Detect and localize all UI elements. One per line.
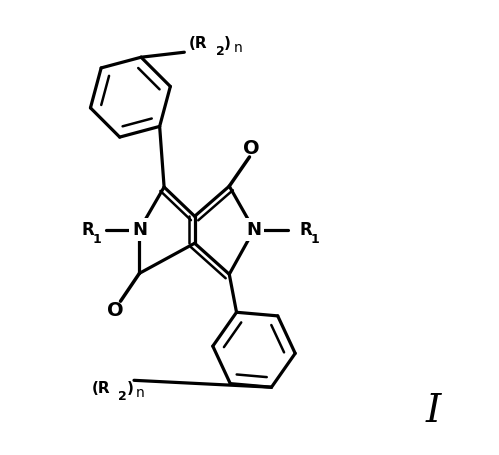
Text: ): ): [224, 36, 231, 51]
Text: (R: (R: [189, 36, 208, 51]
Text: N: N: [132, 221, 147, 239]
Text: O: O: [244, 139, 260, 158]
Text: N: N: [247, 221, 261, 239]
Text: (R: (R: [91, 381, 110, 396]
Text: O: O: [107, 301, 123, 320]
Text: I: I: [426, 393, 442, 430]
Text: 1: 1: [310, 233, 319, 246]
Text: ): ): [126, 381, 133, 396]
Text: 2: 2: [216, 45, 225, 58]
Text: R: R: [299, 221, 312, 239]
Text: n: n: [234, 40, 243, 55]
Text: n: n: [136, 386, 145, 400]
Text: 2: 2: [118, 390, 127, 403]
Text: R: R: [81, 221, 94, 239]
Text: 1: 1: [92, 233, 101, 246]
